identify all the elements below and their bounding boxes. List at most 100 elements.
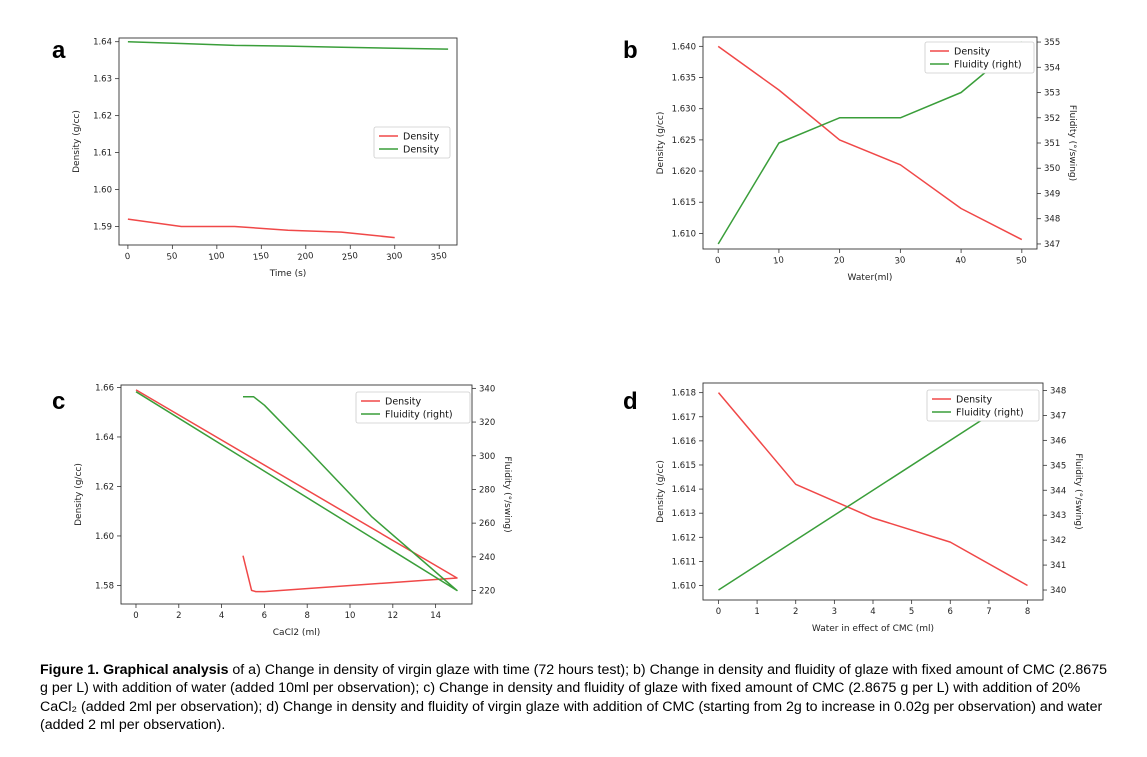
x-tick-label: 20 [833,255,845,266]
legend-label: Density [403,145,439,156]
x-tick-label: 50 [1015,255,1027,266]
y-right-tick-label: 342 [1050,536,1066,546]
y-tick-label: 1.610 [672,229,696,239]
y-tick-label: 1.62 [95,482,114,492]
chart-panel-d: d0 1 2 3 4 5 6 7 81.6101.6111.6121.6131.6141.615… [623,382,1083,634]
x-tick-label: 0 [716,607,721,617]
x-tick-label: 350 [430,251,447,263]
x-tick-label: 14 [430,611,441,621]
series-line-green-1 [717,41,1023,245]
plot-frame [120,384,473,605]
x-tick-label: 6 [262,611,267,621]
panel-letter: d [623,388,638,415]
y-right-tick-label: 354 [1044,63,1060,73]
y-right-tick-label: 260 [479,519,495,529]
y-tick-label: 1.635 [672,74,696,84]
y-right-tick-label: 346 [1050,436,1066,446]
y-tick-label: 1.58 [95,581,114,591]
y-tick-label: 1.610 [672,582,696,592]
y-tick-label: 1.614 [672,485,696,495]
y-tick-label: 1.61 [93,149,112,159]
y-right-tick-label: 345 [1050,461,1066,471]
x-tick-label: 30 [894,255,906,266]
x-tick-label: 12 [387,611,398,621]
y-tick-label: 1.60 [93,186,112,196]
legend-label: Fluidity (right) [956,408,1024,419]
x-tick-label: 8 [304,611,309,621]
y-tick-label: 1.64 [95,433,114,443]
y-right-tick-label: 240 [479,553,495,563]
series-line-green-1 [127,40,449,50]
y-tick-label: 1.64 [93,38,112,48]
y-tick-label: 1.617 [672,413,696,423]
panel-letter: a [52,37,66,64]
chart-panel-b: b 0 10 20 30 40 50 1.610 1.615 1.620 1.625 1.630 1.6… [623,36,1077,283]
y-right-tick-label: 343 [1050,511,1066,521]
y-tick-label: 1.615 [672,461,696,471]
legend-box [373,126,451,159]
y-right-tick-label: 320 [479,418,495,428]
x-tick-label: 3 [832,607,837,617]
y-tick-label: 1.59 [93,223,112,233]
legend-label: Density [385,397,421,408]
figure: a0 50 100 150 200 250 300 3501.591.601.611.621.… [52,36,1083,638]
y-tick-label: 1.62 [93,112,112,122]
x-tick-label: 5 [909,607,914,617]
y-right-tick-label: 344 [1050,486,1066,496]
panel-letter: c [52,388,65,415]
y-tick-label: 1.613 [672,509,696,519]
y-right-tick-label: 340 [1050,586,1066,596]
x-tick-label: 200 [297,251,314,263]
x-axis-label: Time (s) [269,269,307,279]
x-tick-label: 0 [133,611,138,621]
y-tick-label: 1.66 [95,383,114,393]
x-tick-label: 8 [1025,607,1030,617]
y-right-tick-label: 349 [1044,189,1060,199]
legend-label: Fluidity (right) [954,60,1022,71]
y-axis-label: Density (g/cc) [74,463,84,526]
y-right-tick-label: 347 [1050,411,1066,421]
y-tick-label: 1.615 [672,198,696,208]
series-line-red-0 [135,389,458,593]
y-right-tick-label: 350 [1044,164,1060,174]
legend-label: Density [954,47,990,58]
legend-box [926,389,1040,422]
y-axis-label: Density (g/cc) [656,460,666,523]
x-axis-label: Water in effect of CMC (ml) [812,624,934,634]
y-tick-label: 1.611 [672,557,696,567]
x-tick-label: 40 [955,255,967,266]
x-tick-label: 4 [219,611,224,621]
y-right-axis-label: Fluidity (°/swing) [502,456,512,532]
y-tick-label: 1.630 [672,105,696,115]
legend-box [355,391,471,424]
x-tick-label: 10 [345,611,356,621]
legend-label: Density [403,132,439,143]
x-tick-label: 2 [793,607,798,617]
y-tick-label: 1.618 [672,389,696,399]
y-right-tick-label: 280 [479,485,495,495]
x-tick-label: 300 [386,251,403,263]
y-tick-label: 1.60 [95,532,114,542]
x-tick-label: 150 [252,251,269,263]
x-tick-label: 0 [715,256,722,267]
y-right-axis-label: Fluidity (°/swing) [1067,105,1077,181]
x-tick-label: 1 [754,607,759,617]
y-tick-label: 1.616 [672,437,696,447]
x-tick-label: 50 [166,251,178,262]
y-right-tick-label: 351 [1044,139,1060,149]
y-right-tick-label: 347 [1044,240,1060,250]
series-line-green-1 [718,389,1028,591]
x-tick-label: 10 [773,255,785,266]
x-axis-label: Water(ml) [848,273,893,283]
y-right-tick-label: 220 [479,587,495,597]
y-axis-label: Density (g/cc) [72,110,82,173]
legend-box [924,41,1035,74]
legend-label: Fluidity (right) [385,410,453,421]
x-tick-label: 7 [986,607,991,617]
x-axis-label: CaCl2 (ml) [273,628,320,638]
y-tick-label: 1.63 [93,75,112,85]
x-tick-label: 100 [208,251,225,263]
chart-panel-a: a 0 50 100 150 200 250 300 350 1.59 1.60 1.61 1.62 1.… [52,37,458,279]
plot-frame [118,37,458,246]
caption-bold: Figure 1. Graphical analysis [40,662,229,678]
